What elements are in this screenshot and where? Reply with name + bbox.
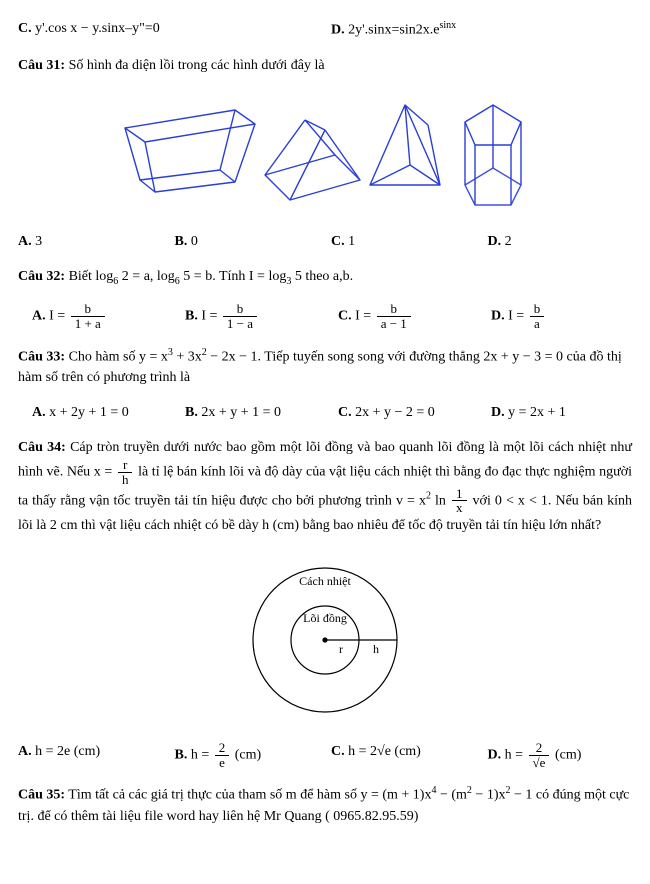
q32-stem: Câu 32: Biết log6 2 = a, log6 5 = b. Tín… xyxy=(18,266,632,289)
q34-opt-d: D. h = 2√e (cm) xyxy=(488,741,633,769)
q33-options: A. x + 2y + 1 = 0 B. 2x + y + 1 = 0 C. 2… xyxy=(32,402,632,423)
r-label: r xyxy=(339,642,343,656)
q31-figure xyxy=(18,90,632,217)
q34-opt-b: B. h = 2e (cm) xyxy=(175,741,320,769)
q31-opt-d: D. 2 xyxy=(488,231,633,252)
outer-label: Cách nhiệt xyxy=(299,574,351,588)
h-label: h xyxy=(373,642,379,656)
q31-opt-a: A. 3 xyxy=(18,231,163,252)
q32-opt-a: A. I = b1 + a xyxy=(32,302,173,330)
q34-figure: Cách nhiệt Lõi đồng r h xyxy=(18,550,632,727)
q34-opt-a: A. h = 2e (cm) xyxy=(18,741,163,769)
top-option-d: D. 2y'.sinx=sin2x.esinx xyxy=(331,18,632,41)
q33-opt-d: D. y = 2x + 1 xyxy=(491,402,632,423)
q33-stem: Câu 33: Cho hàm số y = x3 + 3x2 − 2x − 1… xyxy=(18,345,632,389)
q31-opt-b: B. 0 xyxy=(175,231,320,252)
q32-opt-c: C. I = ba − 1 xyxy=(338,302,479,330)
q35-stem: Câu 35: Tìm tất cả các giá trị thực của … xyxy=(18,783,632,827)
q31-label: Câu 31: xyxy=(18,58,65,73)
label-C: C. xyxy=(18,21,32,36)
q33-opt-b: B. 2x + y + 1 = 0 xyxy=(185,402,326,423)
q32-options: A. I = b1 + a B. I = b1 − a C. I = ba − … xyxy=(32,302,632,330)
q34-stem: Câu 34: Cáp tròn truyền dưới nước bao gồ… xyxy=(18,437,632,536)
q32-opt-d: D. I = ba xyxy=(491,302,632,330)
q34-opt-c: C. h = 2√e (cm) xyxy=(331,741,476,769)
top-options: C. y'.cos x − y.sinx–y"=0 D. 2y'.sinx=si… xyxy=(18,18,632,41)
q34-options: A. h = 2e (cm) B. h = 2e (cm) C. h = 2√e… xyxy=(18,741,632,769)
q31-opt-c: C. 1 xyxy=(331,231,476,252)
inner-label: Lõi đồng xyxy=(303,611,347,625)
expr-D-sup: sinx xyxy=(439,20,456,31)
q33-opt-c: C. 2x + y − 2 = 0 xyxy=(338,402,479,423)
label-D: D. xyxy=(331,23,345,38)
cable-cross-section-icon: Cách nhiệt Lõi đồng r h xyxy=(235,550,415,720)
q31-options: A. 3 B. 0 C. 1 D. 2 xyxy=(18,231,632,252)
polyhedra-icon xyxy=(115,90,535,210)
expr-D-pre: 2y'.sinx=sin2x.e xyxy=(348,23,439,38)
q32-opt-b: B. I = b1 − a xyxy=(185,302,326,330)
q31-text: Số hình đa diện lồi trong các hình dưới … xyxy=(65,58,325,73)
expr-C: y'.cos x − y.sinx–y"=0 xyxy=(35,21,160,36)
q33-opt-a: A. x + 2y + 1 = 0 xyxy=(32,402,173,423)
top-option-c: C. y'.cos x − y.sinx–y"=0 xyxy=(18,18,319,41)
q31-stem: Câu 31: Số hình đa diện lồi trong các hì… xyxy=(18,55,632,76)
